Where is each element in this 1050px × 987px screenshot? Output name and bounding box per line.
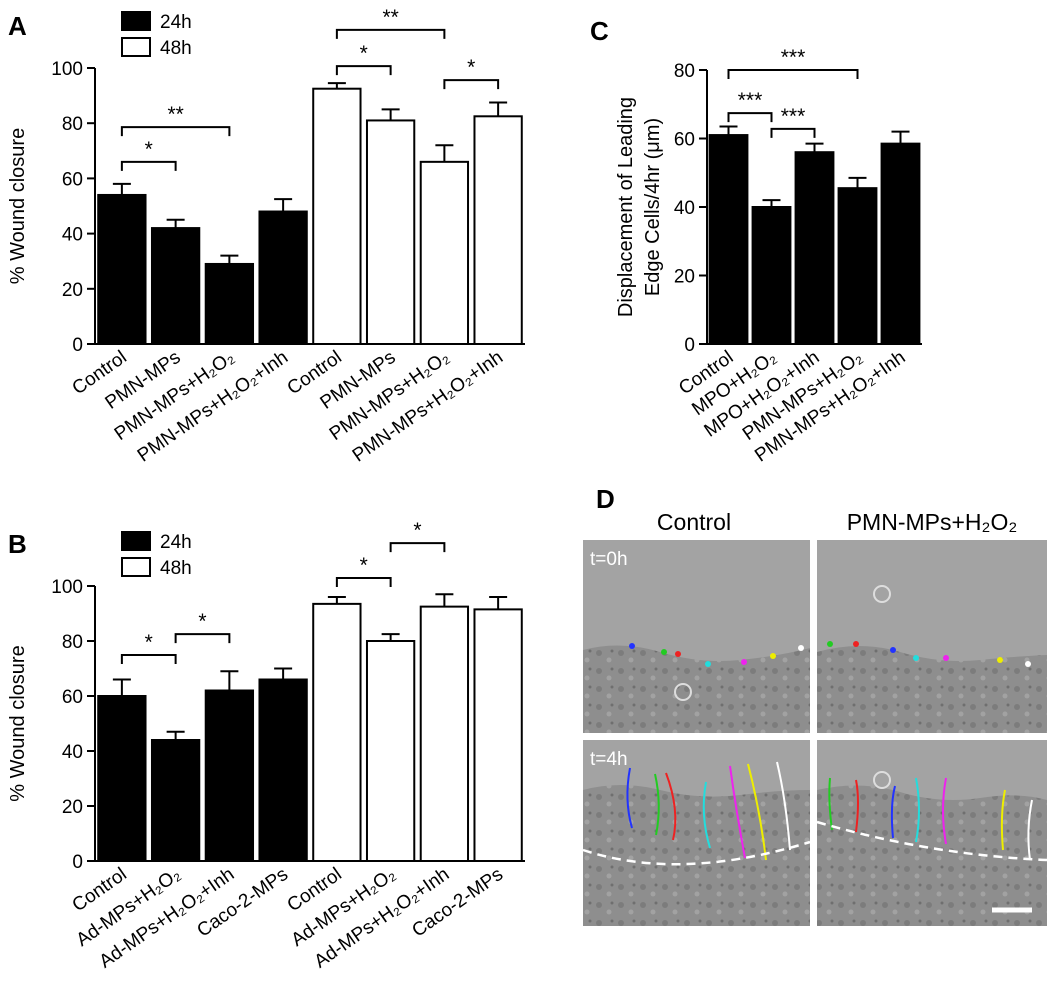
legend-swatch [121, 11, 151, 31]
bar [97, 695, 147, 862]
y-axis-label: % Wound closure [7, 128, 29, 284]
legend-swatch [121, 531, 151, 551]
bar [312, 602, 362, 862]
significance-label: * [360, 42, 368, 65]
bar [794, 151, 835, 345]
y-tick-label: 40 [62, 225, 83, 246]
bar [97, 193, 147, 345]
significance-bracket [120, 654, 177, 665]
y-axis-label: Edge Cells/4hr (μm) [642, 118, 664, 296]
y-tick-label: 20 [674, 267, 695, 288]
y-tick-label: 20 [62, 797, 83, 818]
significance-bracket [120, 160, 177, 171]
significance-label: *** [781, 46, 806, 69]
y-tick-label: 100 [51, 59, 83, 80]
legend-label: 48h [160, 558, 192, 579]
bar [708, 134, 749, 345]
y-tick-label: 0 [72, 335, 83, 356]
significance-bracket [770, 127, 816, 138]
time-label: t=4h [590, 749, 628, 770]
significance-bracket [120, 126, 231, 137]
significance-bracket [174, 633, 231, 644]
legend-label: 24h [160, 532, 192, 553]
bar [312, 87, 362, 345]
bar [204, 262, 255, 345]
significance-bracket [335, 28, 446, 39]
panel-label: A [8, 11, 27, 41]
significance-label: * [145, 138, 153, 161]
y-axis-label: Displacement of Leading [615, 97, 637, 317]
bar [751, 206, 792, 345]
significance-bracket [389, 542, 446, 553]
y-tick-label: 20 [62, 280, 83, 301]
significance-label: * [145, 631, 153, 654]
significance-bracket [443, 79, 500, 90]
y-tick-label: 0 [72, 852, 83, 873]
micrograph [582, 740, 811, 926]
column-title: Control [657, 509, 731, 535]
bar [419, 605, 470, 862]
micrograph [817, 540, 1047, 733]
significance-bracket [335, 577, 392, 588]
significance-label: *** [781, 105, 806, 128]
micrograph [583, 540, 810, 733]
bar [473, 608, 523, 862]
y-tick-label: 60 [62, 687, 83, 708]
significance-label: * [467, 56, 475, 79]
significance-bracket [727, 69, 859, 79]
y-tick-label: 40 [674, 198, 695, 219]
legend-label: 24h [160, 12, 192, 33]
bar [365, 640, 416, 862]
legend-swatch [121, 557, 151, 577]
y-tick-label: 60 [62, 169, 83, 190]
significance-label: * [413, 519, 421, 542]
panel-label: D [596, 484, 615, 514]
significance-bracket [727, 112, 773, 123]
legend-swatch [121, 37, 151, 57]
micrograph [816, 740, 1048, 926]
column-title: PMN-MPs+H₂O₂ [847, 509, 1018, 535]
y-tick-label: 0 [684, 335, 695, 356]
significance-bracket [335, 65, 392, 76]
panel-label: C [590, 16, 609, 46]
y-tick-label: 100 [51, 577, 83, 598]
y-tick-label: 80 [62, 632, 83, 653]
significance-label: ** [167, 103, 183, 126]
bar [880, 142, 921, 345]
significance-label: ** [382, 6, 398, 29]
bar [258, 210, 308, 345]
bar [258, 678, 308, 862]
bar [419, 160, 470, 345]
bar [365, 119, 416, 345]
bar [473, 115, 523, 345]
y-tick-label: 60 [674, 130, 695, 151]
significance-label: *** [738, 89, 763, 112]
bar [204, 689, 255, 862]
y-tick-label: 40 [62, 742, 83, 763]
y-tick-label: 80 [62, 114, 83, 135]
y-tick-label: 80 [674, 61, 695, 82]
significance-label: * [198, 610, 206, 633]
significance-label: * [360, 554, 368, 577]
time-label: t=0h [590, 549, 628, 570]
y-axis-label: % Wound closure [7, 645, 29, 801]
panel-label: B [8, 529, 27, 559]
bar [150, 227, 201, 345]
bar [150, 739, 201, 862]
bar [837, 187, 878, 345]
legend-label: 48h [160, 38, 192, 59]
